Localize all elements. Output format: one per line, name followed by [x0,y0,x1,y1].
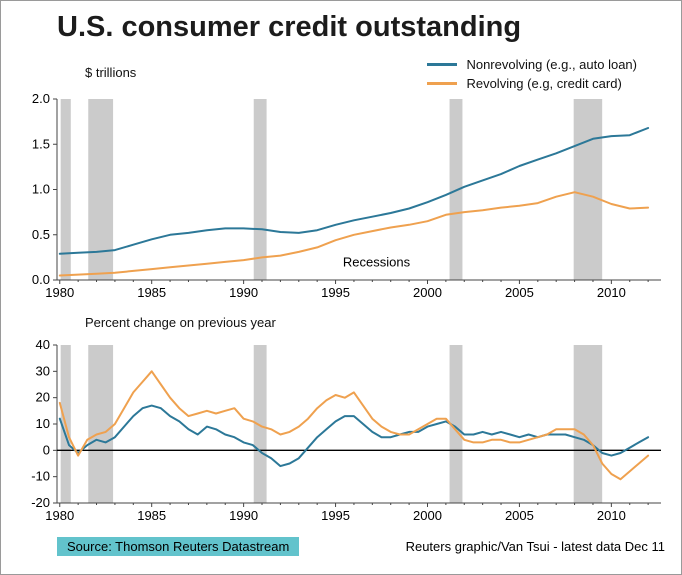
recession-band [88,345,114,503]
svg-text:1990: 1990 [229,285,258,300]
svg-text:2010: 2010 [597,508,626,523]
bottom-chart-title: Percent change on previous year [85,315,276,330]
revolving-line-swatch [427,82,458,85]
y-axis-unit-label: $ trillions [85,65,137,80]
svg-text:-10: -10 [31,469,50,484]
legend-label-revolving: Revolving (e.g, credit card) [466,76,622,91]
svg-text:0.5: 0.5 [32,227,50,242]
svg-text:2000: 2000 [413,285,442,300]
top-chart: 0.0 0.5 1.0 1.5 2.0 1980 1985 1990 1995 2000 2005 2… [32,91,661,300]
svg-text:2005: 2005 [505,285,534,300]
recession-band [253,99,267,280]
svg-text:0.0: 0.0 [32,272,50,287]
svg-text:30: 30 [36,363,50,378]
svg-text:40: 40 [36,337,50,352]
series-line-nonrevolving [58,404,650,468]
svg-text:2000: 2000 [413,508,442,523]
svg-text:1995: 1995 [321,285,350,300]
footer: Source: Thomson Reuters Datastream Reute… [57,537,665,556]
series-line-revolving [58,370,650,481]
svg-text:0: 0 [43,442,50,457]
legend: Nonrevolving (e.g., auto loan) Revolving… [427,57,637,95]
svg-text:-20: -20 [31,495,50,510]
page-title: U.S. consumer credit outstanding [57,11,522,43]
svg-text:20: 20 [36,390,50,405]
bottom-chart: -20 -10 0 10 20 30 40 1980 1985 1990 1995 2000 2005 2… [31,337,661,523]
legend-item-revolving: Revolving (e.g, credit card) [427,76,637,91]
svg-text:2.0: 2.0 [32,91,50,106]
legend-item-nonrevolving: Nonrevolving (e.g., auto loan) [427,57,637,72]
svg-text:2010: 2010 [597,285,626,300]
svg-text:1985: 1985 [137,508,166,523]
svg-text:1995: 1995 [321,508,350,523]
svg-text:1990: 1990 [229,508,258,523]
svg-text:1980: 1980 [45,285,74,300]
nonrevolving-line-swatch [427,63,458,66]
svg-text:1.0: 1.0 [32,182,50,197]
recession-band [253,345,267,503]
svg-text:2005: 2005 [505,508,534,523]
credit-label: Reuters graphic/Van Tsui - latest data D… [405,539,665,554]
recessions-annotation: Recessions [343,254,411,269]
svg-text:1985: 1985 [137,285,166,300]
svg-text:1.5: 1.5 [32,136,50,151]
recession-band [573,99,603,280]
legend-label-nonrevolving: Nonrevolving (e.g., auto loan) [466,57,637,72]
svg-text:1980: 1980 [45,508,74,523]
recession-band [60,99,71,280]
source-label: Source: Thomson Reuters Datastream [57,537,300,556]
svg-text:10: 10 [36,416,50,431]
recession-band [573,345,603,503]
series-line-nonrevolving [58,127,650,255]
recession-band [449,345,463,503]
series-line-revolving [58,191,650,277]
